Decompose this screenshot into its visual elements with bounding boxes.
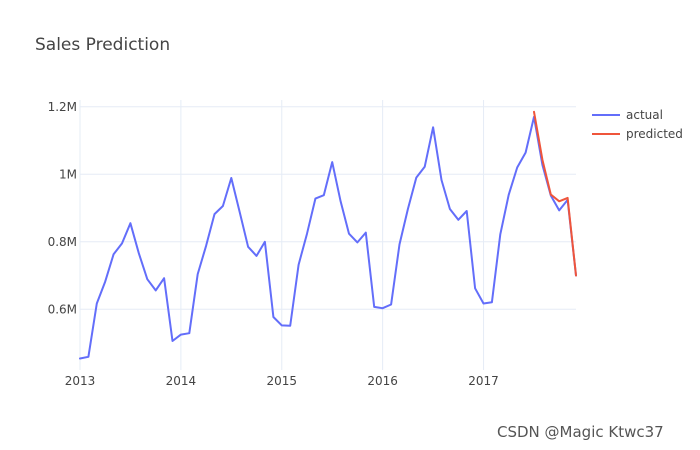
x-tick-label: 2013 — [65, 374, 96, 388]
legend[interactable]: actual predicted — [592, 108, 683, 141]
x-tick-label: 2016 — [367, 374, 398, 388]
series-line-actual — [79, 115, 577, 360]
series-line-predicted — [533, 110, 577, 277]
legend-item-actual[interactable]: actual — [592, 108, 663, 122]
watermark: CSDN @Magic Ktwc37 — [497, 423, 664, 441]
y-tick-label: 0.8M — [48, 235, 77, 249]
chart-title: Sales Prediction — [35, 35, 170, 55]
y-axis: 0.6M 0.8M 1M 1.2M — [48, 100, 77, 317]
legend-label: predicted — [626, 127, 683, 141]
x-tick-label: 2014 — [166, 374, 197, 388]
x-tick-label: 2017 — [468, 374, 499, 388]
y-tick-label: 0.6M — [48, 302, 77, 316]
y-tick-label: 1.2M — [48, 100, 77, 114]
x-axis: 2013 2014 2015 2016 2017 — [65, 374, 499, 388]
grid — [79, 100, 576, 370]
plot-lines — [79, 110, 577, 360]
legend-item-predicted[interactable]: predicted — [592, 127, 683, 141]
legend-label: actual — [626, 108, 663, 122]
x-tick-label: 2015 — [266, 374, 297, 388]
y-tick-label: 1M — [59, 167, 77, 181]
